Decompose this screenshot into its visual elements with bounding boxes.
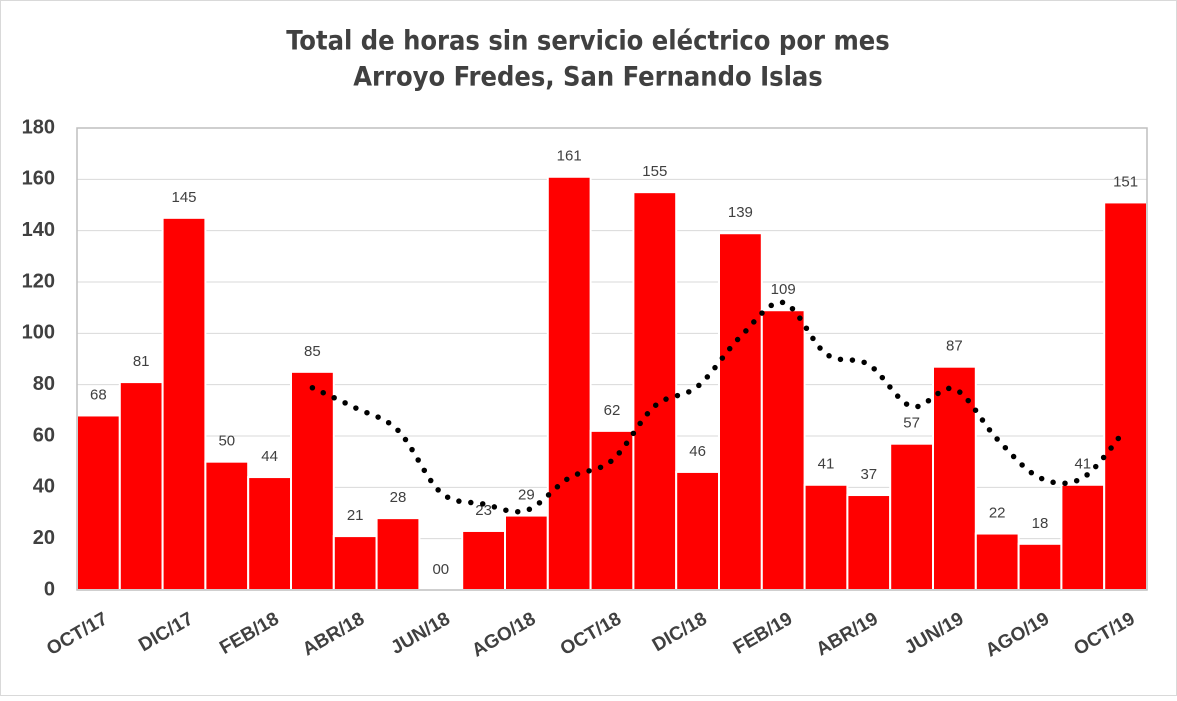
y-tick-label: 120 xyxy=(22,270,55,292)
data-label: 46 xyxy=(689,443,706,460)
bar xyxy=(803,483,849,591)
chart-title: Total de horas sin servicio eléctrico po… xyxy=(286,26,889,57)
bar xyxy=(718,232,763,591)
plot-border xyxy=(76,127,1148,591)
bar xyxy=(932,365,977,592)
bar xyxy=(290,370,335,592)
bar xyxy=(675,470,721,591)
data-label: 68 xyxy=(90,386,107,403)
bar xyxy=(1060,483,1106,591)
bar xyxy=(118,381,164,591)
bar xyxy=(589,429,635,591)
data-label: 62 xyxy=(604,402,621,419)
data-label: 87 xyxy=(946,338,963,355)
y-tick-label: 80 xyxy=(33,373,55,395)
bar xyxy=(546,175,592,591)
bar xyxy=(889,442,935,592)
bar xyxy=(204,460,250,591)
data-label: 29 xyxy=(518,487,535,504)
data-label: 41 xyxy=(1074,456,1091,473)
data-label: 00 xyxy=(432,561,449,578)
data-label: 21 xyxy=(347,507,364,524)
bar xyxy=(846,494,892,591)
y-tick-label: 180 xyxy=(22,116,55,138)
bar xyxy=(76,414,121,592)
data-label: 28 xyxy=(390,489,407,506)
bar xyxy=(504,514,549,591)
y-tick-label: 60 xyxy=(33,424,55,446)
data-label: 155 xyxy=(642,163,667,180)
data-label: 50 xyxy=(218,433,235,450)
data-label: 22 xyxy=(989,505,1006,522)
data-label: 18 xyxy=(1032,515,1049,532)
bar xyxy=(461,529,507,592)
bar xyxy=(375,517,421,592)
bar xyxy=(632,191,678,592)
chart-subtitle: Arroyo Fredes, San Fernando Islas xyxy=(353,62,823,93)
y-tick-label: 20 xyxy=(33,527,55,549)
data-label: 57 xyxy=(903,415,920,432)
bar xyxy=(1103,201,1148,592)
bar xyxy=(332,535,378,591)
data-label: 81 xyxy=(133,353,150,370)
y-tick-label: 40 xyxy=(33,476,55,498)
data-label: 23 xyxy=(475,502,492,519)
data-label: 139 xyxy=(728,204,753,221)
data-label: 151 xyxy=(1113,173,1138,190)
bar xyxy=(974,532,1020,591)
data-label: 161 xyxy=(557,148,582,165)
y-tick-label: 0 xyxy=(44,578,55,600)
y-tick-label: 160 xyxy=(22,168,55,190)
data-label: 41 xyxy=(818,456,835,473)
data-label: 85 xyxy=(304,343,321,360)
bar xyxy=(760,309,806,591)
y-tick-label: 100 xyxy=(22,322,55,344)
y-tick-label: 140 xyxy=(22,219,55,241)
data-label: 37 xyxy=(860,466,877,483)
data-label: 109 xyxy=(771,281,796,298)
bar xyxy=(247,476,292,592)
trendline xyxy=(309,299,1129,515)
bar xyxy=(161,216,207,591)
bar xyxy=(1017,542,1063,591)
data-label: 145 xyxy=(171,189,196,206)
data-label: 44 xyxy=(261,448,278,465)
